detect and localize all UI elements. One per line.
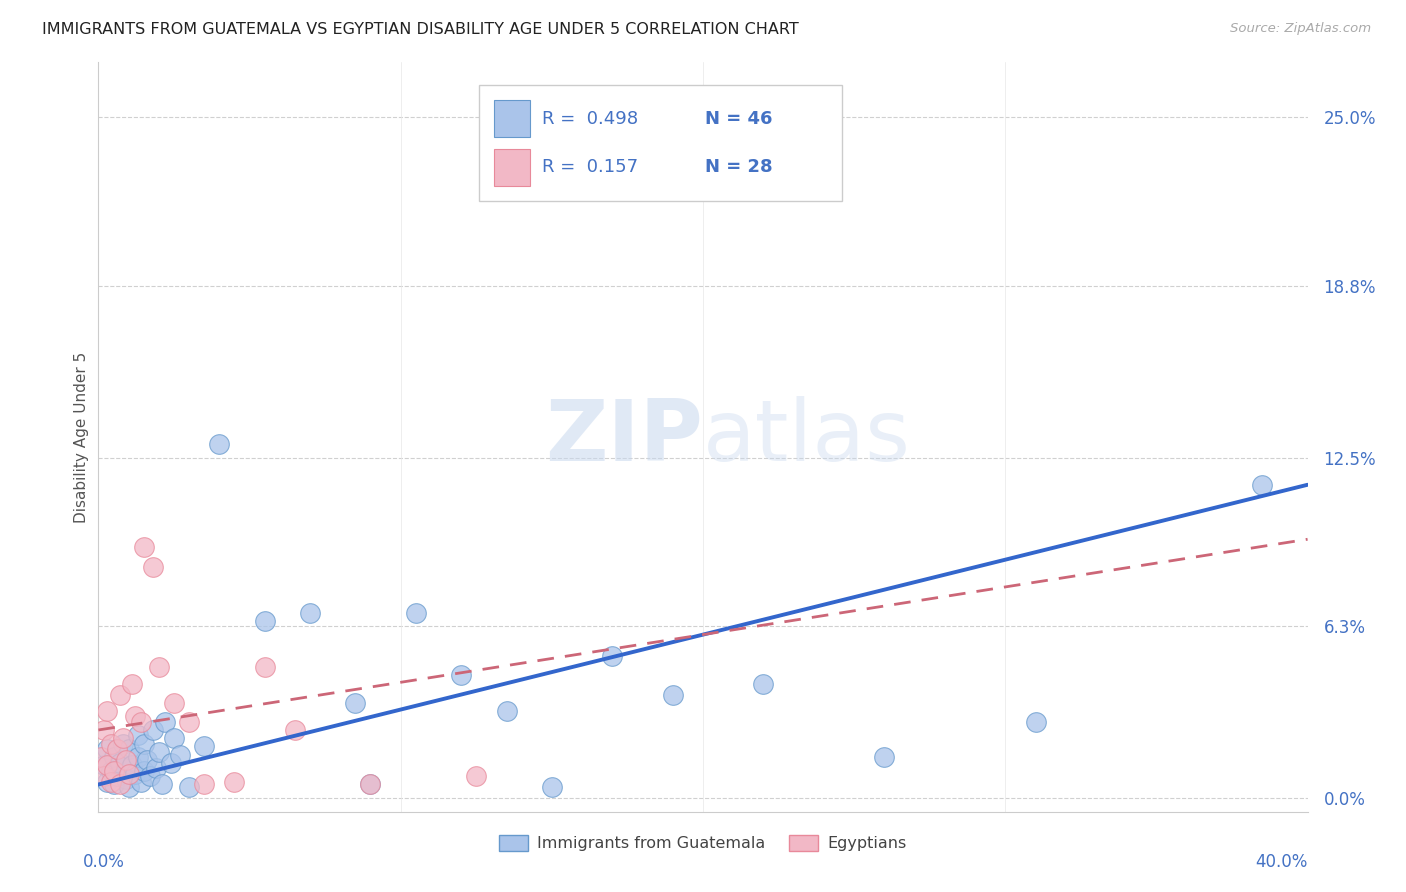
- Point: [142, 559, 165, 574]
- Point: [105, 769, 128, 783]
- Point: [93, 723, 115, 737]
- Point: [132, 764, 155, 778]
- Point: [127, 728, 149, 742]
- Point: [118, 766, 141, 780]
- Point: [169, 747, 191, 762]
- Point: [103, 777, 125, 791]
- Point: [465, 769, 488, 783]
- Point: [96, 758, 118, 772]
- Point: [873, 750, 896, 764]
- Point: [124, 766, 146, 780]
- Point: [118, 780, 141, 795]
- Point: [163, 731, 186, 746]
- Point: [132, 737, 155, 751]
- Point: [179, 714, 201, 729]
- Point: [153, 714, 176, 729]
- Point: [121, 758, 143, 772]
- Point: [661, 688, 683, 702]
- Point: [405, 606, 427, 620]
- Point: [93, 769, 115, 783]
- Point: [602, 649, 624, 664]
- Point: [108, 756, 131, 770]
- Legend: Immigrants from Guatemala, Egyptians: Immigrants from Guatemala, Egyptians: [492, 829, 914, 858]
- Point: [450, 668, 472, 682]
- Point: [100, 764, 122, 778]
- Point: [148, 660, 170, 674]
- Text: R =  0.157: R = 0.157: [543, 159, 638, 177]
- Point: [193, 739, 215, 754]
- Point: [124, 709, 146, 723]
- Point: [253, 660, 276, 674]
- Point: [284, 723, 307, 737]
- Text: N = 28: N = 28: [706, 159, 773, 177]
- Point: [299, 606, 322, 620]
- Bar: [494, 149, 530, 186]
- Point: [127, 750, 149, 764]
- Point: [114, 772, 136, 786]
- Point: [193, 777, 215, 791]
- Text: Source: ZipAtlas.com: Source: ZipAtlas.com: [1230, 22, 1371, 36]
- Point: [208, 437, 231, 451]
- Point: [118, 742, 141, 756]
- Point: [108, 688, 131, 702]
- Text: N = 46: N = 46: [706, 110, 773, 128]
- Point: [103, 764, 125, 778]
- FancyBboxPatch shape: [479, 85, 842, 201]
- Point: [96, 704, 118, 718]
- Point: [495, 704, 517, 718]
- Point: [121, 676, 143, 690]
- Point: [111, 731, 134, 746]
- Point: [103, 750, 125, 764]
- Point: [100, 737, 122, 751]
- Text: R =  0.498: R = 0.498: [543, 110, 638, 128]
- Text: IMMIGRANTS FROM GUATEMALA VS EGYPTIAN DISABILITY AGE UNDER 5 CORRELATION CHART: IMMIGRANTS FROM GUATEMALA VS EGYPTIAN DI…: [42, 22, 799, 37]
- Point: [96, 742, 118, 756]
- Point: [344, 696, 367, 710]
- Point: [145, 761, 167, 775]
- Point: [752, 676, 775, 690]
- Text: 0.0%: 0.0%: [83, 853, 125, 871]
- Text: 40.0%: 40.0%: [1256, 853, 1308, 871]
- Point: [111, 737, 134, 751]
- Point: [90, 750, 112, 764]
- Text: ZIP: ZIP: [546, 395, 703, 479]
- Point: [224, 774, 246, 789]
- Y-axis label: Disability Age Under 5: Disability Age Under 5: [75, 351, 89, 523]
- Point: [132, 541, 155, 555]
- Point: [360, 777, 382, 791]
- Point: [1251, 477, 1274, 491]
- Point: [150, 777, 173, 791]
- Point: [100, 774, 122, 789]
- Point: [179, 780, 201, 795]
- Point: [105, 742, 128, 756]
- Point: [163, 696, 186, 710]
- Point: [160, 756, 183, 770]
- Bar: [494, 100, 530, 137]
- Point: [540, 780, 562, 795]
- Point: [93, 758, 115, 772]
- Point: [253, 614, 276, 628]
- Point: [108, 777, 131, 791]
- Point: [114, 753, 136, 767]
- Point: [129, 774, 152, 789]
- Point: [142, 723, 165, 737]
- Point: [96, 774, 118, 789]
- Point: [139, 769, 162, 783]
- Point: [135, 753, 157, 767]
- Point: [1024, 714, 1046, 729]
- Point: [148, 745, 170, 759]
- Point: [360, 777, 382, 791]
- Point: [129, 714, 152, 729]
- Text: atlas: atlas: [703, 395, 911, 479]
